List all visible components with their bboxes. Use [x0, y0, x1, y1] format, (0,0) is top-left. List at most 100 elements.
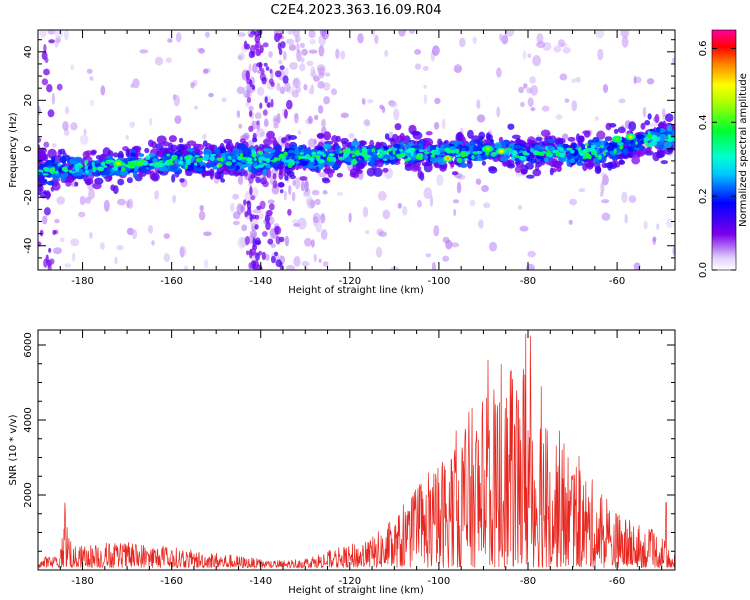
spectral-blob — [248, 105, 254, 112]
spectral-blob — [286, 170, 295, 177]
spectral-blob — [570, 158, 575, 164]
spectral-blob — [256, 62, 263, 68]
spectral-blob — [601, 212, 611, 221]
spectrogram-panel: -180 -160 -140 -120 -100 -80 -60 -40 -20 0 20 40 He… — [8, 29, 676, 296]
spectral-blob — [526, 263, 535, 270]
colorbar: 0.0 0.2 0.4 0.6 Normalized spectral amplitu… — [698, 29, 749, 278]
spectral-blob — [151, 240, 155, 246]
spectral-blob — [656, 223, 660, 231]
spectral-blob — [261, 251, 266, 261]
spectral-blob — [571, 100, 578, 112]
spectral-blob — [306, 198, 316, 209]
spectral-blob — [523, 83, 528, 89]
spectral-blob — [457, 153, 461, 157]
spectral-blob — [125, 134, 129, 140]
spectral-blob — [165, 57, 172, 63]
spectral-blob — [129, 121, 136, 128]
spectral-blob — [315, 166, 320, 173]
spectral-blob — [249, 230, 258, 238]
spectral-blob — [56, 196, 65, 205]
spectral-blob — [540, 129, 551, 137]
spectral-blob — [51, 92, 56, 105]
spectral-blob — [596, 130, 606, 140]
spectral-blob — [355, 149, 360, 155]
spectral-blob — [332, 156, 337, 163]
spectral-blob — [274, 70, 282, 78]
spectral-blob — [449, 149, 456, 154]
spectral-blob — [459, 162, 468, 168]
spectral-blob — [578, 150, 583, 155]
spectral-blob — [278, 32, 283, 39]
spectral-blob — [535, 136, 543, 142]
spectral-blob — [256, 120, 260, 126]
spectral-blob — [248, 63, 252, 74]
spectral-blob — [472, 151, 479, 155]
spectral-blob — [252, 187, 259, 198]
spectral-blob — [190, 81, 195, 89]
spectral-blob — [618, 98, 626, 104]
spectral-blob — [275, 157, 281, 161]
spectral-blob — [436, 174, 444, 187]
spectral-blob — [551, 168, 557, 173]
spectral-blob — [333, 163, 340, 170]
spectral-blob — [304, 180, 310, 193]
spectral-blob — [578, 188, 586, 193]
spectral-blob — [279, 236, 285, 243]
spectral-blob — [651, 135, 658, 141]
spectral-blob — [174, 115, 182, 124]
spectral-blob — [43, 207, 51, 216]
spectral-blob — [308, 49, 318, 54]
spectral-blob — [238, 123, 243, 129]
spectral-blob — [318, 45, 325, 57]
spectral-blob — [279, 86, 286, 95]
spectral-blob — [418, 156, 423, 161]
spectral-blob — [47, 30, 56, 35]
spectral-blob — [246, 157, 253, 162]
spectral-blob — [441, 118, 446, 130]
spectral-blob — [267, 102, 271, 108]
spectral-blob — [96, 166, 104, 171]
spectral-blob — [452, 199, 460, 204]
spectral-blob — [315, 220, 322, 233]
spectral-blob — [90, 99, 94, 107]
spectral-blob — [283, 190, 287, 201]
spectral-blob — [256, 205, 262, 210]
spectral-blob — [613, 128, 619, 135]
spectral-blob — [121, 167, 126, 172]
spectral-blob — [254, 166, 259, 169]
spectral-blob — [364, 122, 371, 127]
spectral-blob — [525, 152, 530, 156]
spectral-blob — [254, 157, 257, 161]
spectral-blob — [78, 168, 83, 176]
spectral-blob — [362, 151, 366, 157]
spectral-blob — [506, 147, 512, 151]
spectral-blob — [633, 75, 637, 85]
spectral-blob — [156, 135, 167, 144]
spectral-blob — [340, 50, 346, 60]
spectral-blob — [336, 191, 344, 197]
spectral-blob — [243, 199, 247, 206]
spectral-blob — [102, 165, 108, 168]
spectral-blob — [366, 167, 376, 177]
spectral-blob — [429, 195, 434, 207]
spectral-blob — [268, 51, 273, 58]
spectral-blob — [262, 109, 268, 116]
spectral-blob — [657, 145, 666, 150]
spectral-blob — [499, 33, 503, 41]
spectral-blob — [63, 168, 69, 173]
spectral-blob — [237, 175, 244, 185]
spectral-blob — [522, 50, 527, 60]
spectral-blob — [582, 156, 587, 160]
spectral-blob — [194, 105, 198, 110]
spectral-blob — [54, 219, 60, 224]
spectral-blob — [308, 30, 316, 39]
tick-label: -60 — [609, 576, 625, 587]
spectral-blob — [210, 159, 215, 167]
spectral-blob — [266, 130, 275, 140]
spectral-blob — [384, 49, 389, 57]
spectral-blob — [43, 166, 49, 171]
spectral-blob — [455, 132, 463, 143]
spectral-blob — [476, 99, 481, 110]
spectral-blob — [203, 231, 212, 237]
spectral-blob — [527, 53, 532, 58]
